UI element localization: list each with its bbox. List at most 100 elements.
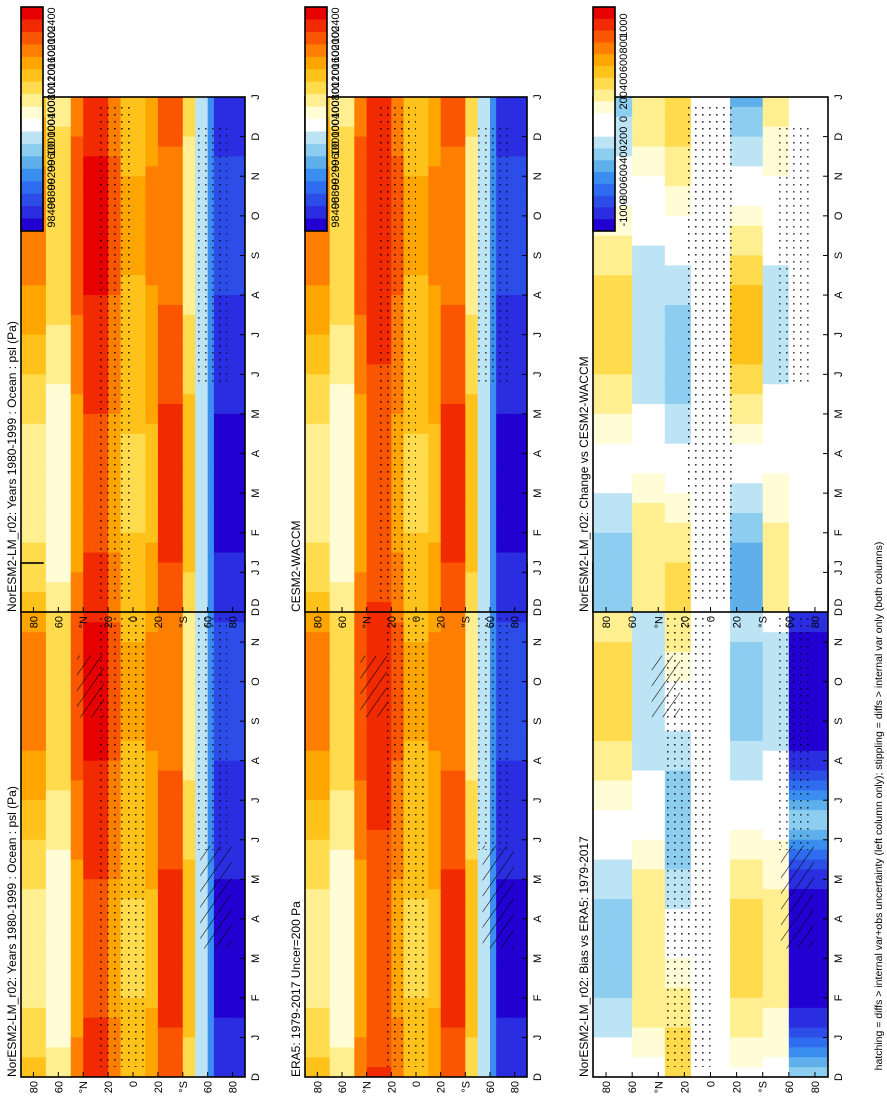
field-cell	[372, 1057, 380, 1068]
field-cell	[133, 374, 140, 385]
field-cell	[45, 681, 53, 692]
field-cell	[83, 1017, 90, 1028]
field-cell	[176, 304, 184, 316]
field-cell	[311, 711, 318, 722]
field-cell	[189, 196, 196, 207]
field-cell	[77, 166, 84, 177]
field-cell	[238, 215, 246, 227]
field-cell	[151, 1067, 159, 1078]
field-cell	[64, 918, 72, 930]
field-cell	[33, 314, 41, 326]
field-cell	[323, 691, 331, 702]
field-cell	[33, 651, 41, 663]
field-cell	[201, 572, 209, 583]
field-cell	[70, 314, 78, 326]
field-cell	[238, 384, 246, 395]
field-cell	[311, 701, 318, 712]
field-cell	[133, 295, 140, 306]
field-cell	[176, 156, 184, 167]
field-cell	[33, 918, 41, 930]
field-cell	[434, 651, 442, 663]
field-cell	[189, 493, 196, 504]
stippling	[94, 573, 145, 1067]
field-cell	[305, 1007, 312, 1019]
field-cell	[157, 918, 165, 930]
field-cell	[157, 344, 165, 355]
field-cell	[83, 918, 90, 930]
field-cell	[39, 354, 47, 365]
field-cell	[77, 780, 84, 791]
field-cell	[58, 839, 65, 851]
field-cell	[70, 433, 78, 445]
field-cell	[139, 423, 146, 435]
field-cell	[305, 750, 312, 762]
field-cell	[238, 285, 246, 296]
field-cell	[139, 186, 146, 197]
field-cell	[207, 1037, 215, 1048]
field-cell	[89, 849, 97, 860]
field-cell	[305, 671, 312, 683]
field-cell	[77, 810, 84, 821]
field-cell	[83, 760, 90, 771]
field-cell	[45, 810, 53, 821]
field-cell	[64, 849, 72, 860]
field-cell	[323, 1037, 331, 1048]
field-cell	[323, 671, 331, 683]
field-cell	[164, 522, 171, 534]
field-cell	[52, 820, 59, 831]
field-cell	[232, 235, 240, 246]
field-cell	[39, 681, 47, 692]
field-cell	[170, 800, 177, 811]
field-cell	[305, 780, 312, 791]
field-cell	[305, 622, 312, 633]
field-cell	[27, 879, 34, 890]
field-cell	[176, 721, 184, 732]
field-cell	[70, 582, 78, 593]
field-cell	[366, 1017, 374, 1028]
field-cell	[182, 205, 190, 217]
field-cell	[226, 740, 233, 752]
field-cell	[133, 542, 140, 553]
field-cell	[232, 1047, 240, 1058]
field-cell	[77, 225, 84, 237]
field-cell	[27, 908, 34, 920]
field-cell	[33, 522, 41, 534]
field-cell	[238, 760, 246, 771]
field-cell	[354, 760, 361, 771]
field-cell	[182, 146, 190, 157]
panel-title: NorESM2-LM_r02: Years 1980-1999 : Ocean …	[5, 786, 19, 1077]
field-cell	[58, 295, 65, 306]
field-cell	[52, 285, 59, 296]
field-cell	[170, 602, 177, 613]
field-cell	[70, 731, 78, 742]
field-cell	[182, 820, 190, 831]
field-cell	[232, 958, 240, 969]
field-cell	[58, 1067, 65, 1078]
field-cell	[372, 958, 380, 969]
field-cell	[83, 750, 90, 762]
field-cell	[58, 928, 65, 940]
field-cell	[220, 473, 227, 484]
field-cell	[195, 997, 202, 1009]
field-cell	[348, 958, 355, 969]
field-cell	[151, 433, 159, 445]
field-cell	[89, 522, 97, 534]
field-cell	[64, 275, 72, 286]
field-cell	[226, 245, 233, 256]
field-cell	[195, 394, 202, 405]
field-cell	[33, 443, 41, 454]
field-cell	[58, 918, 65, 930]
field-cell	[182, 562, 190, 573]
field-cell	[58, 750, 65, 762]
field-cell	[33, 671, 41, 683]
field-cell	[164, 126, 171, 138]
field-cell	[151, 572, 159, 583]
field-cell	[164, 849, 171, 860]
field-cell	[213, 453, 221, 464]
field-cell	[189, 97, 196, 108]
field-cell	[83, 602, 90, 613]
field-cell	[145, 235, 153, 246]
field-cell	[45, 156, 53, 167]
month-tick-label: J	[250, 837, 262, 843]
field-cell	[151, 839, 159, 851]
